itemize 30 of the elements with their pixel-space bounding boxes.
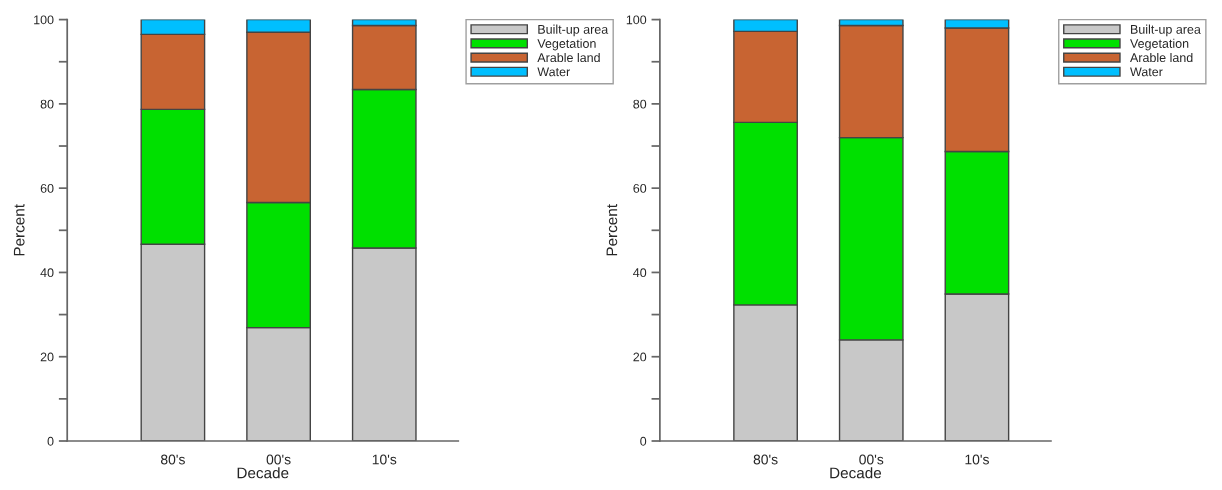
y-tick-label: 80 bbox=[40, 99, 54, 109]
y-tick-label: 0 bbox=[640, 436, 647, 446]
y-tick-label: 20 bbox=[40, 352, 54, 362]
legend-label: Built-up area bbox=[538, 24, 609, 37]
y-tick-label: 100 bbox=[34, 15, 54, 25]
legend-label: Water bbox=[1130, 67, 1163, 77]
x-axis-title: Decade bbox=[830, 467, 882, 479]
x-tick-label: 10's bbox=[965, 454, 989, 465]
y-tick-label: 100 bbox=[626, 15, 647, 25]
x-axis-title: Decade bbox=[237, 467, 289, 479]
legend-label: Vegetation bbox=[1130, 38, 1189, 51]
x-tick-label: 10's bbox=[372, 454, 397, 465]
y-axis-title: Percent bbox=[606, 204, 618, 256]
y-tick-label: 60 bbox=[633, 183, 647, 193]
y-tick-label: 40 bbox=[633, 268, 647, 278]
x-tick-label: 80's bbox=[753, 454, 778, 465]
y-tick-label: 80 bbox=[633, 99, 647, 109]
y-tick-label: 40 bbox=[40, 268, 54, 278]
legend-label: Built-up area bbox=[1131, 24, 1201, 37]
legend-label: Arable land bbox=[1130, 52, 1193, 63]
legend-label: Vegetation bbox=[537, 38, 596, 51]
y-tick-label: 60 bbox=[40, 183, 54, 193]
y-tick-label: 20 bbox=[633, 352, 647, 362]
legend-label: Water bbox=[537, 67, 570, 77]
y-tick-label: 0 bbox=[47, 436, 54, 446]
legend-label: Arable land bbox=[537, 52, 600, 63]
y-axis-title: Percent bbox=[13, 204, 25, 256]
x-tick-label: 00's bbox=[859, 454, 884, 465]
x-tick-label: 80's bbox=[160, 454, 185, 465]
x-tick-label: 00's bbox=[266, 454, 291, 465]
